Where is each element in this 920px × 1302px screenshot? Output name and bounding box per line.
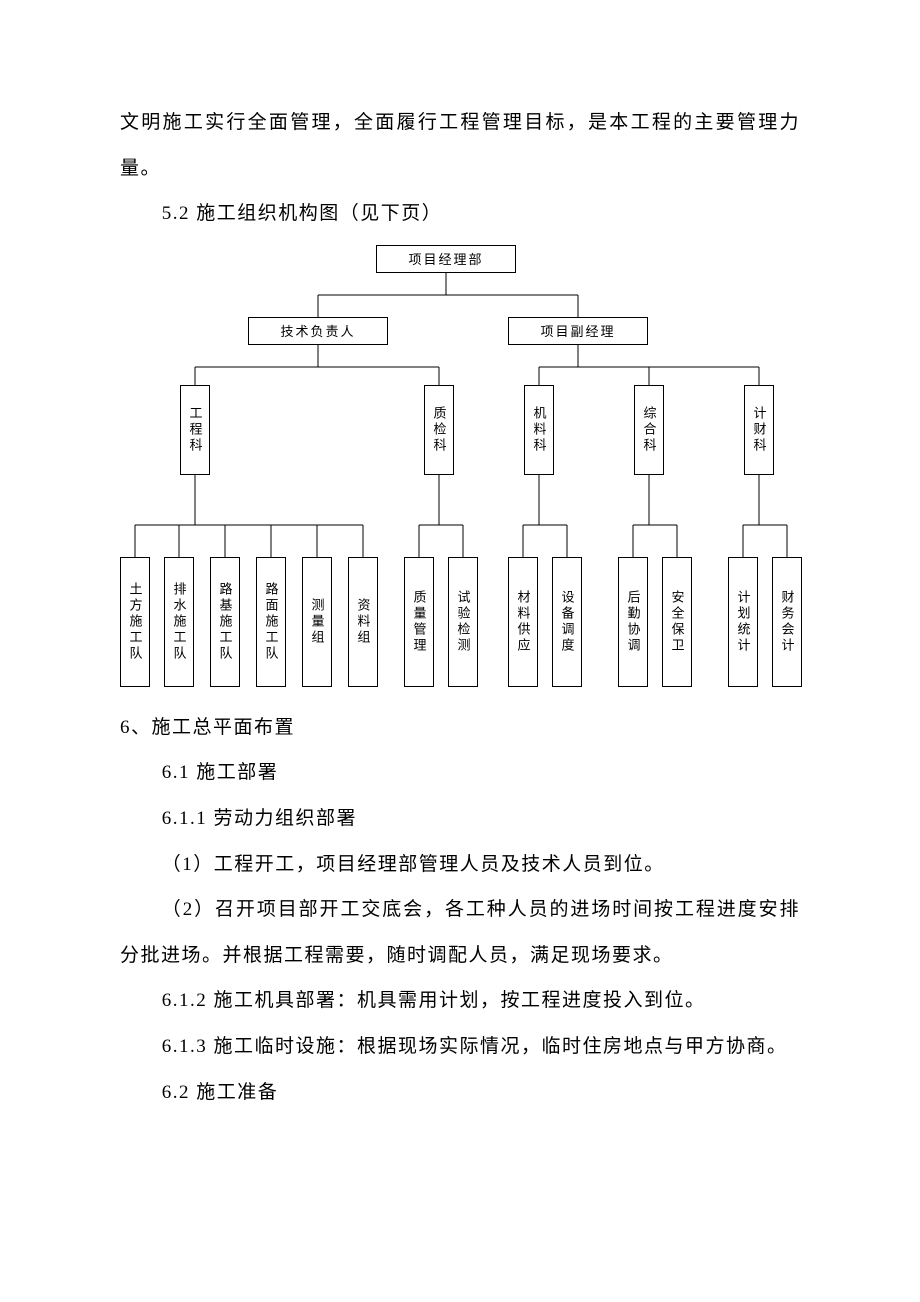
org-node-t14: 财务会计: [772, 557, 802, 687]
heading-6-1-1: 6.1.1 劳动力组织部署: [120, 796, 800, 842]
heading-6: 6、施工总平面布置: [120, 705, 800, 751]
org-node-d3: 机料科: [524, 385, 554, 475]
heading-6-1-3: 6.1.3 施工临时设施：根据现场实际情况，临时住房地点与甲方协商。: [120, 1024, 800, 1070]
org-node-d1: 工程科: [180, 385, 210, 475]
heading-6-2: 6.2 施工准备: [120, 1070, 800, 1116]
org-node-t10: 设备调度: [552, 557, 582, 687]
org-node-t13: 计划统计: [728, 557, 758, 687]
org-node-t12: 安全保卫: [662, 557, 692, 687]
org-node-t1: 土方施工队: [120, 557, 150, 687]
paragraph-intro: 文明施工实行全面管理，全面履行工程管理目标，是本工程的主要管理力量。: [120, 100, 800, 191]
org-node-d2: 质检科: [424, 385, 454, 475]
paragraph-6-1-1-1: （1）工程开工，项目经理部管理人员及技术人员到位。: [120, 842, 800, 888]
org-node-t9: 材料供应: [508, 557, 538, 687]
org-chart: 项目经理部技术负责人 项目副经理工程科 质检科 机料科 综合科 计财科土方施工队排水施工队…: [120, 245, 800, 705]
document-page: 文明施工实行全面管理，全面履行工程管理目标，是本工程的主要管理力量。 5.2 施…: [0, 0, 920, 1175]
heading-6-1-2: 6.1.2 施工机具部署：机具需用计划，按工程进度投入到位。: [120, 978, 800, 1024]
org-node-t3: 路基施工队: [210, 557, 240, 687]
org-node-t2: 排水施工队: [164, 557, 194, 687]
org-node-root: 项目经理部: [376, 245, 516, 273]
org-node-l2a: 技术负责人: [248, 317, 388, 345]
org-node-t11: 后勤协调: [618, 557, 648, 687]
org-node-t6: 资料组: [348, 557, 378, 687]
org-node-t4: 路面施工队: [256, 557, 286, 687]
org-node-t5: 测量组: [302, 557, 332, 687]
heading-5-2: 5.2 施工组织机构图（见下页）: [120, 191, 800, 237]
org-node-t8: 试验检测: [448, 557, 478, 687]
heading-6-1: 6.1 施工部署: [120, 750, 800, 796]
org-node-t7: 质量管理: [404, 557, 434, 687]
org-node-d4: 综合科: [634, 385, 664, 475]
org-node-d5: 计财科: [744, 385, 774, 475]
paragraph-6-1-1-2: （2）召开项目部开工交底会，各工种人员的进场时间按工程进度安排分批进场。并根据工…: [120, 887, 800, 978]
org-node-l2b: 项目副经理: [508, 317, 648, 345]
